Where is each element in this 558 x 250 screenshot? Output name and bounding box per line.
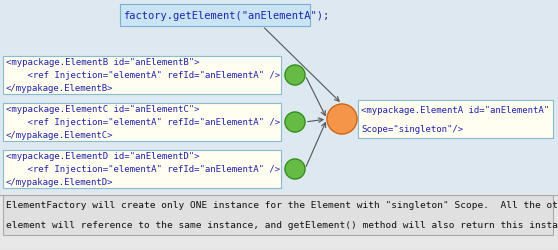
FancyBboxPatch shape	[120, 4, 310, 26]
Text: <ref Injection="elementA" refId="anElementA" />: <ref Injection="elementA" refId="anEleme…	[6, 71, 280, 80]
FancyBboxPatch shape	[3, 195, 553, 235]
Circle shape	[327, 104, 357, 134]
Text: </mypakage.ElementB>: </mypakage.ElementB>	[6, 84, 113, 93]
Text: <mypackage.ElementA id="anElementA": <mypackage.ElementA id="anElementA"	[361, 106, 549, 115]
Text: factory.getElement("anElementA");: factory.getElement("anElementA");	[123, 11, 329, 21]
Text: ElementFactory will create only ONE instance for the Element with "singleton" Sc: ElementFactory will create only ONE inst…	[6, 202, 558, 210]
FancyBboxPatch shape	[3, 150, 281, 188]
Text: element will reference to the same instance, and getElement() method will also r: element will reference to the same insta…	[6, 222, 558, 230]
Circle shape	[285, 112, 305, 132]
Text: <ref Injection="elementA" refId="anElementA" />: <ref Injection="elementA" refId="anEleme…	[6, 165, 280, 174]
Circle shape	[285, 65, 305, 85]
Text: Scope="singleton"/>: Scope="singleton"/>	[361, 125, 463, 134]
Text: </mypakage.ElementD>: </mypakage.ElementD>	[6, 178, 113, 187]
Text: <mypackage.ElementC id="anElementC">: <mypackage.ElementC id="anElementC">	[6, 106, 200, 114]
FancyBboxPatch shape	[358, 100, 553, 138]
FancyBboxPatch shape	[3, 56, 281, 94]
Text: </mypakage.ElementC>: </mypakage.ElementC>	[6, 131, 113, 140]
FancyBboxPatch shape	[3, 103, 281, 141]
FancyBboxPatch shape	[0, 0, 558, 193]
Circle shape	[285, 159, 305, 179]
Text: <mypackage.ElementB id="anElementB">: <mypackage.ElementB id="anElementB">	[6, 58, 200, 68]
Text: <ref Injection="elementA" refId="anElementA" />: <ref Injection="elementA" refId="anEleme…	[6, 118, 280, 127]
Text: <mypackage.ElementD id="anElementD">: <mypackage.ElementD id="anElementD">	[6, 152, 200, 162]
